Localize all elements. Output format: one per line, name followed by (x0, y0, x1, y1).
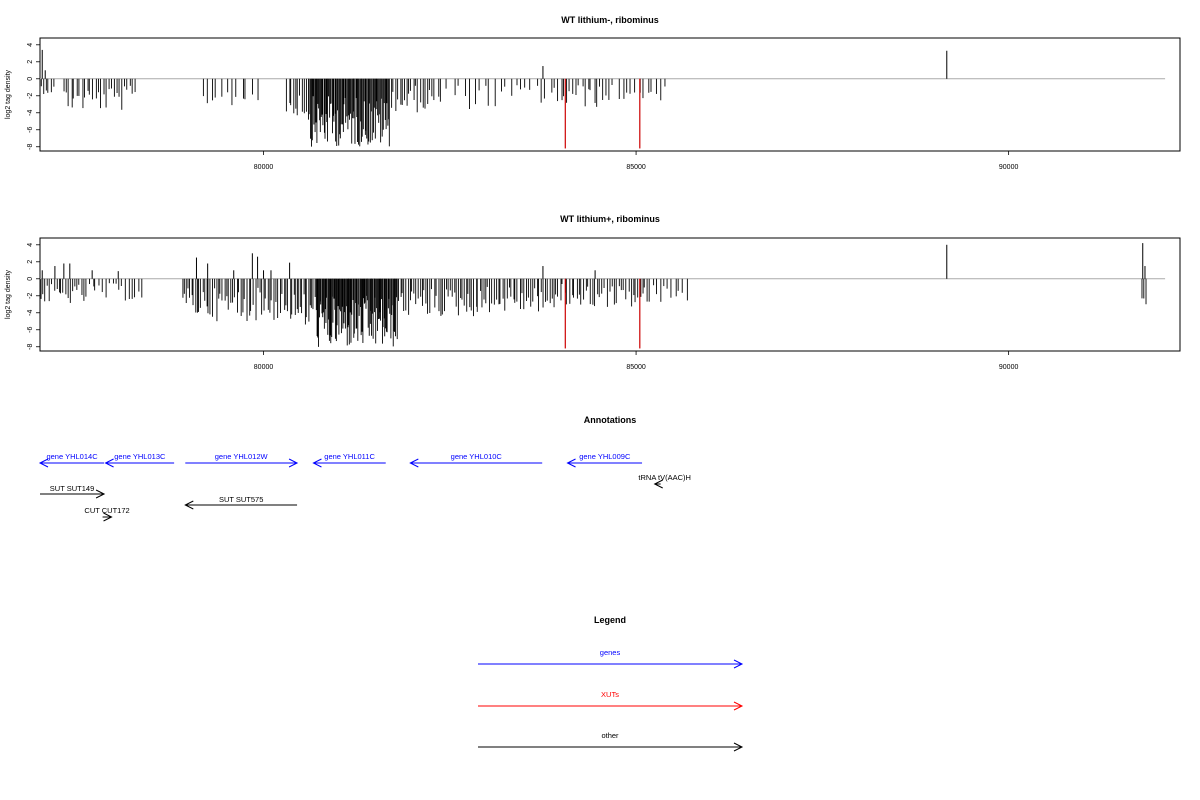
legend-arrow-head (733, 742, 744, 752)
feature-arrow-head (288, 458, 299, 468)
x-tick-label: 80000 (254, 164, 274, 171)
legend-label: genes (600, 648, 621, 657)
annotation-feature: SUT SUT149 (40, 484, 106, 499)
x-tick-label: 80000 (254, 364, 274, 371)
feature-label: tRNA tV(AAC)H (638, 473, 691, 482)
feature-label: gene YHL014C (46, 452, 98, 461)
feature-label: CUT CUT172 (84, 506, 129, 515)
feature-label: gene YHL010C (451, 452, 503, 461)
track-panel-lithium-minus: WT lithium-, ribominus log2 tag density 4 2… (5, 15, 1181, 171)
y-axis-label: log2 tag density (5, 69, 12, 119)
plot-frame (39, 37, 1181, 152)
feature-arrow-head (653, 479, 663, 489)
y-tick-label: -4 (27, 310, 34, 316)
legend-label: XUTs (601, 690, 619, 699)
legend-arrow-head (733, 659, 744, 669)
legend-panel: Legend genes XUTs other (478, 615, 744, 752)
feature-arrow-head (103, 512, 113, 522)
feature-label: gene YHL009C (579, 452, 631, 461)
annotation-feature: gene YHL012W (185, 452, 299, 468)
feature-arrow-head (184, 500, 194, 510)
feature-label: SUT SUT149 (50, 484, 94, 493)
y-tick-label: 0 (27, 77, 34, 81)
x-tick-label: 90000 (999, 364, 1019, 371)
legend-item: XUTs (478, 690, 744, 711)
y-tick-label: 2 (27, 60, 34, 64)
y-tick-label: -6 (27, 327, 34, 333)
y-tick-label: 4 (27, 243, 34, 247)
legend-label: other (601, 731, 619, 740)
annotation-feature: SUT SUT575 (184, 495, 298, 510)
feature-arrow-head (312, 458, 322, 468)
track-panel-lithium-plus: WT lithium+, ribominus log2 tag density 4 2… (5, 214, 1181, 371)
annotation-feature: gene YHL010C (409, 452, 543, 468)
annotation-feature: CUT CUT172 (84, 506, 130, 522)
x-tick-label: 90000 (999, 164, 1019, 171)
annotation-feature: gene YHL014C (38, 452, 105, 468)
legend-arrow-head (733, 701, 744, 711)
annotations-title: Annotations (584, 415, 637, 425)
feature-arrow-head (566, 458, 576, 468)
y-tick-label: -2 (27, 293, 34, 299)
plot-frame (39, 237, 1181, 352)
legend-title: Legend (594, 615, 626, 625)
annotation-feature: gene YHL011C (312, 452, 386, 468)
y-axis-label: log2 tag density (5, 269, 12, 319)
x-tick-label: 85000 (626, 164, 646, 171)
feature-label: gene YHL013C (114, 452, 166, 461)
annotations-panel: Annotations gene YHL014C gene YHL013C gene… (38, 415, 691, 522)
y-tick-label: 0 (27, 277, 34, 281)
y-tick-label: 4 (27, 43, 34, 47)
feature-label: gene YHL012W (215, 452, 269, 461)
chart-title: WT lithium+, ribominus (560, 214, 660, 224)
feature-arrow-head (95, 489, 106, 499)
y-tick-label: -6 (27, 127, 34, 133)
annotation-feature: gene YHL009C (566, 452, 643, 468)
y-tick-label: -4 (27, 110, 34, 116)
feature-arrow-head (104, 458, 114, 468)
legend-item: other (478, 731, 744, 752)
feature-arrow-head (409, 458, 419, 468)
x-tick-label: 85000 (626, 364, 646, 371)
legend-item: genes (478, 648, 744, 669)
chart-title: WT lithium-, ribominus (561, 15, 659, 25)
annotation-feature: tRNA tV(AAC)H (638, 473, 691, 489)
feature-label: SUT SUT575 (219, 495, 263, 504)
y-tick-label: -2 (27, 93, 34, 99)
annotation-feature: gene YHL013C (104, 452, 175, 468)
y-tick-label: 2 (27, 260, 34, 264)
y-tick-label: -8 (27, 144, 34, 150)
feature-label: gene YHL011C (324, 452, 375, 461)
y-tick-label: -8 (27, 344, 34, 350)
feature-arrow-head (38, 458, 49, 468)
